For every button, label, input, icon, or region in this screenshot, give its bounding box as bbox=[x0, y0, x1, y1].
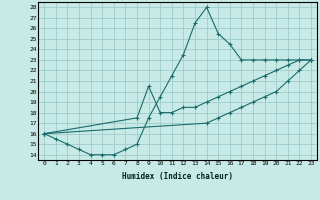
X-axis label: Humidex (Indice chaleur): Humidex (Indice chaleur) bbox=[122, 172, 233, 181]
